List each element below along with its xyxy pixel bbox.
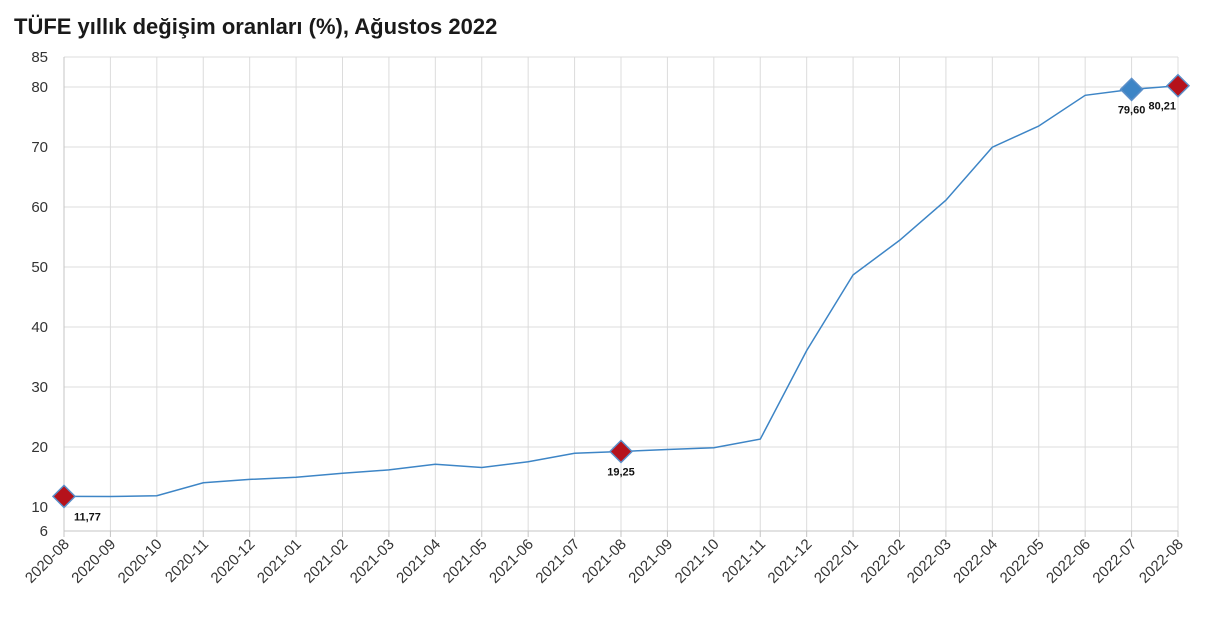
x-tick-label: 2021-06 [486,536,537,587]
y-tick-label: 40 [31,319,48,336]
x-tick-label: 2021-09 [625,536,676,587]
highlight-marker [51,484,77,509]
x-tick-label: 2022-05 [997,536,1048,587]
y-tick-label: 80 [31,79,48,96]
x-tick-label: 2022-02 [857,536,908,587]
y-tick-label: 30 [31,379,48,396]
y-tick-label: 85 [31,49,48,66]
x-tick-label: 2022-08 [1136,536,1187,587]
chart-title: TÜFE yıllık değişim oranları (%), Ağusto… [14,14,498,39]
x-tick-label: 2022-01 [811,536,862,587]
x-tick-label: 2022-03 [904,536,955,587]
x-tick-label: 2020-10 [115,536,166,587]
y-tick-label: 6 [40,523,48,540]
x-tick-label: 2021-10 [672,536,723,587]
x-tick-label: 2021-01 [254,536,305,587]
x-tick-label: 2022-06 [1043,536,1094,587]
x-tick-label: 2020-09 [68,536,119,587]
highlight-markers [51,73,1191,509]
y-tick-label: 60 [31,199,48,216]
x-tick-label: 2021-12 [765,536,816,587]
data-label: 79,60 [1118,104,1146,116]
x-tick-label: 2021-03 [347,536,398,587]
x-tick-label: 2021-11 [719,536,769,586]
highlight-marker [1119,77,1144,102]
x-tick-label: 2021-08 [579,536,630,587]
x-tick-label: 2020-08 [22,536,73,587]
data-label: 19,25 [607,467,635,479]
x-tick-label: 2022-04 [950,536,1001,587]
x-tick-label: 2021-04 [393,536,444,587]
y-tick-label: 70 [31,139,48,156]
highlight-marker [608,439,634,464]
y-tick-label: 20 [31,439,48,456]
x-tick-label: 2020-11 [162,536,212,586]
x-tick-label: 2022-07 [1089,536,1140,587]
x-tick-label: 2021-07 [532,536,583,587]
data-label: 11,77 [74,511,101,523]
x-tick-label: 2021-05 [440,536,491,587]
highlight-marker [1165,73,1191,98]
y-tick-label: 10 [31,499,48,516]
x-tick-label: 2020-12 [208,536,259,587]
x-tick-label: 2021-02 [300,536,351,587]
data-labels: 11,77 19,25 79,60 80,21 [74,101,1176,524]
axes: 6 10 20 30 40 50 60 70 80 85 2020-082020-092020-10… [22,49,1187,587]
y-tick-label: 50 [31,259,48,276]
data-label: 80,21 [1148,101,1176,113]
